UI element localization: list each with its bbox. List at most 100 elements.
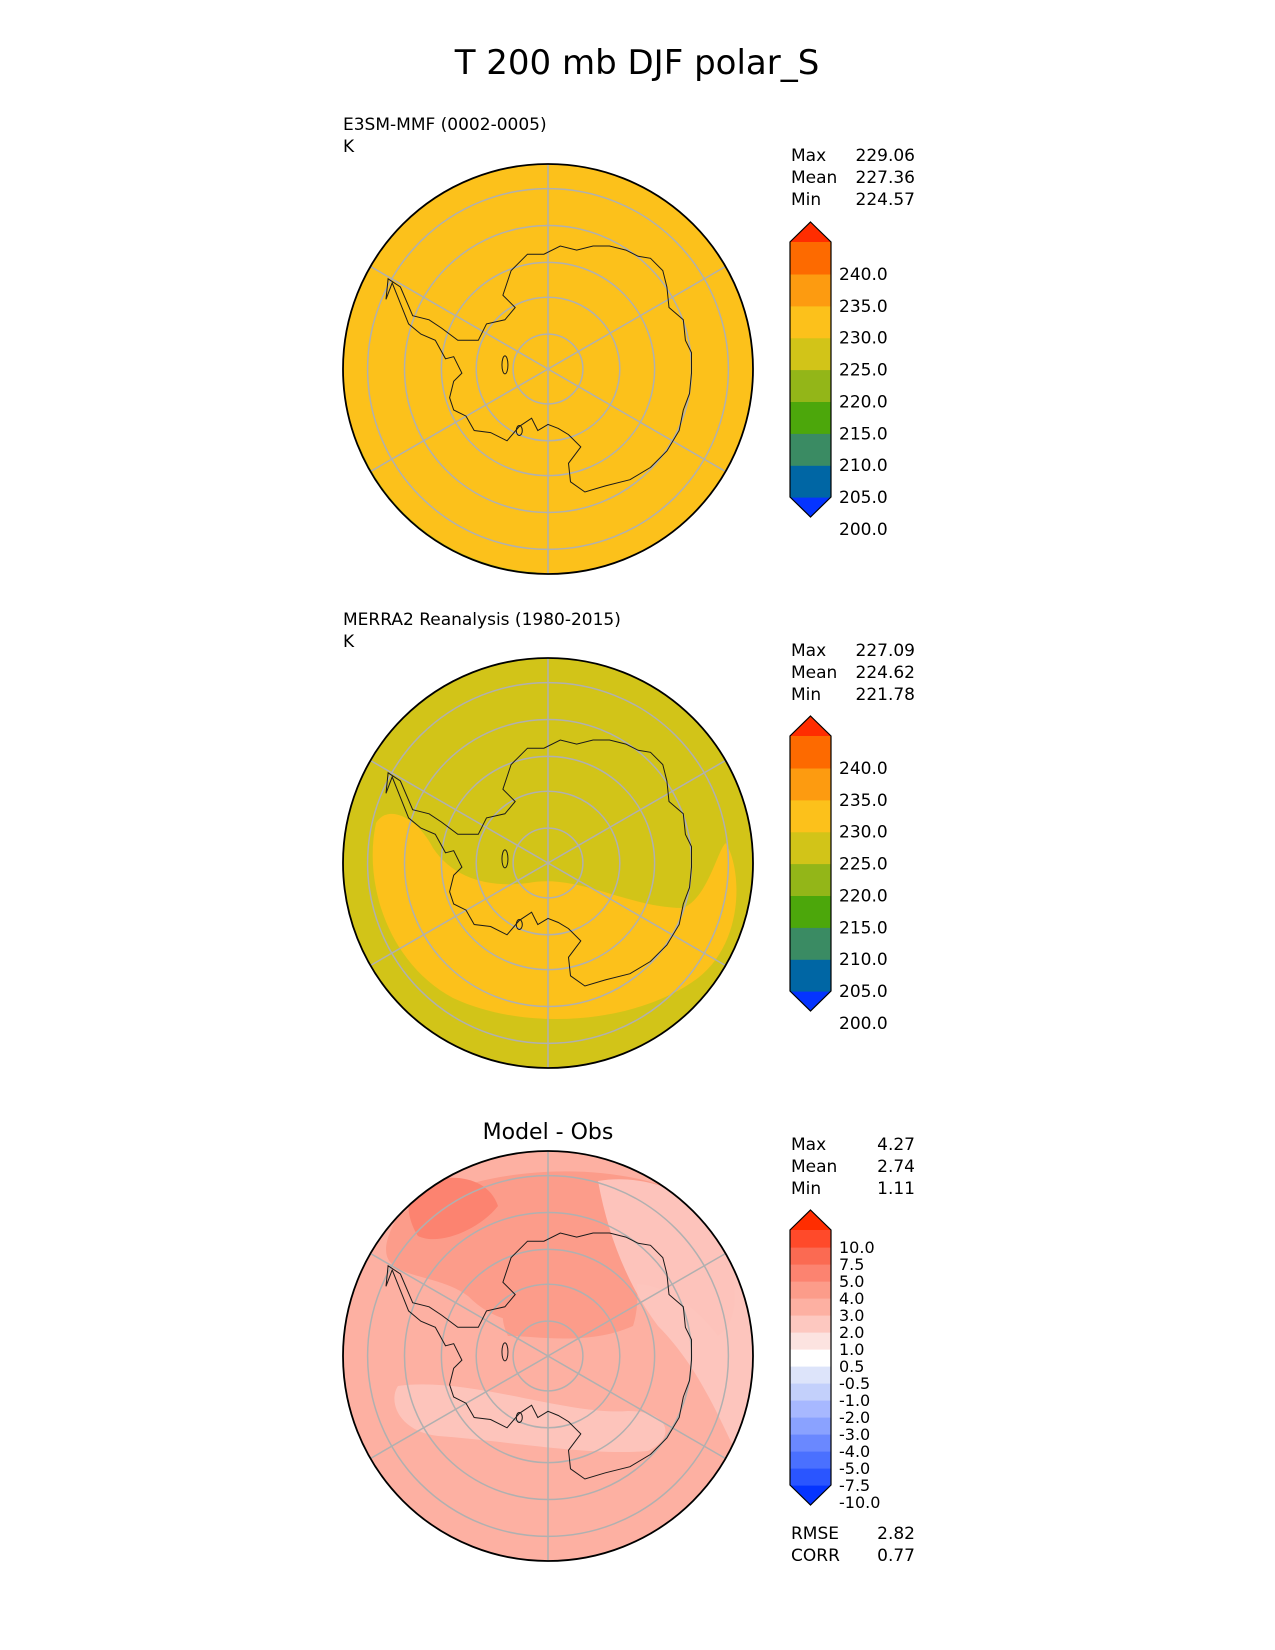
meridian-line (370, 759, 519, 847)
stats-obs: Max 227.09 Mean 224.62 Min 221.78 (791, 641, 915, 705)
colorbar-obs: 240.0 235.0 230.0 225.0 220.0 215.0 210.0 205.0… (789, 715, 888, 1034)
meridian-line (370, 265, 519, 353)
stat-value: 1.11 (877, 1179, 915, 1199)
colorbar-tick-label: -4.0 (839, 1442, 870, 1461)
metric-label: RMSE (791, 1524, 839, 1544)
colorbar-tick-label: 210.0 (839, 950, 888, 970)
colorbar-extend-high (790, 222, 831, 242)
colorbar-tick-label: 205.0 (839, 488, 888, 508)
panel-subtitle: E3SM-MMF (0002-0005) (343, 115, 547, 135)
field-region (408, 1177, 498, 1240)
stat-value: 224.62 (856, 663, 915, 683)
meridian-line (547, 844, 579, 864)
metric-value: 2.82 (877, 1524, 915, 1544)
antarctica-coastline (385, 1232, 692, 1480)
colorbar-segment (790, 1349, 831, 1367)
colorbar-tick-label: 230.0 (839, 329, 888, 349)
meridian-line (370, 385, 519, 473)
colorbar-tick-label: 200.0 (839, 520, 888, 540)
colorbar-tick-label: 200.0 (839, 1014, 888, 1034)
colorbar-segment (790, 927, 831, 960)
colorbar-tick-label: 220.0 (839, 886, 888, 906)
field-region (502, 1206, 638, 1339)
colorbar-tick-label: 10.0 (839, 1238, 875, 1257)
colorbar-tick-label: 235.0 (839, 297, 888, 317)
colorbar-segment (790, 1383, 831, 1401)
colorbar-extend-high (790, 716, 831, 736)
map-border (342, 1150, 754, 1562)
graticule (366, 164, 730, 574)
colorbar-extend-low (790, 991, 831, 1011)
colorbar-segment (790, 1417, 831, 1435)
antarctica-coastline (385, 245, 692, 493)
stat-label: Mean (791, 1157, 837, 1177)
colorbar-tick-label: 225.0 (839, 855, 888, 875)
meridian-line (517, 844, 549, 864)
meridian-line (577, 385, 726, 473)
map-diff (342, 1150, 754, 1562)
meridian-line (577, 879, 726, 967)
colorbar-segment (790, 1298, 831, 1316)
colorbar-segment (790, 1264, 831, 1282)
stat-value: 224.57 (856, 190, 915, 210)
colorbar-tick-label: 240.0 (839, 759, 888, 779)
colorbar-tick-label: -5.0 (839, 1459, 870, 1478)
colorbar-extend-high (790, 1210, 831, 1230)
coast-feature (515, 919, 523, 930)
colorbar-segment (790, 831, 831, 865)
field-region (598, 1179, 753, 1456)
colorbar-segment (790, 401, 831, 434)
colorbar-segment (790, 1230, 831, 1248)
colorbar-model: 240.0 235.0 230.0 225.0 220.0 215.0 210.0 205.0… (789, 221, 888, 540)
panel-subtitle: MERRA2 Reanalysis (1980-2015) (343, 610, 621, 630)
meridian-line (370, 1252, 519, 1340)
stat-value: 2.74 (877, 1157, 915, 1177)
stat-value: 4.27 (877, 1135, 915, 1155)
figure-title: T 200 mb DJF polar_S (454, 43, 820, 83)
colorbar-tick-label: 215.0 (839, 918, 888, 938)
meridian-line (577, 265, 726, 353)
colorbar-tick-label: -2.0 (839, 1408, 870, 1427)
colorbar-tick-label: 205.0 (839, 982, 888, 1002)
stat-value: 227.36 (856, 168, 915, 188)
panel-title: Model - Obs (483, 1120, 614, 1145)
colorbar-segment (790, 1366, 831, 1384)
map-model (342, 163, 754, 575)
colorbar-frame (789, 715, 832, 1012)
colorbar-tick-label: 225.0 (839, 361, 888, 381)
colorbar-extend-low (790, 497, 831, 517)
meridian-line (577, 759, 726, 847)
colorbar-tick-label: 215.0 (839, 424, 888, 444)
meridian-line (517, 1337, 549, 1357)
map-border (342, 163, 754, 575)
colorbar-tick-label: 2.0 (839, 1323, 864, 1342)
diff-metrics: RMSE 2.82 CORR 0.77 (791, 1524, 915, 1566)
colorbar-tick-label: 235.0 (839, 791, 888, 811)
meridian-line (547, 1355, 579, 1375)
coast-feature (515, 1412, 523, 1423)
colorbar-tick-label: -3.0 (839, 1425, 870, 1444)
colorbar-tick-label: -10.0 (839, 1493, 880, 1512)
colorbar-frame (789, 221, 832, 518)
meridian-line (517, 350, 549, 370)
stat-value: 221.78 (856, 685, 915, 705)
map-border (342, 657, 754, 1069)
stat-label: Max (791, 146, 826, 166)
colorbar-tick-label: 220.0 (839, 392, 888, 412)
meridian-line (547, 368, 579, 388)
colorbar-segment (790, 1451, 831, 1469)
map-obs (342, 657, 754, 1069)
stat-value: 229.06 (856, 146, 915, 166)
metric-label: CORR (791, 1546, 840, 1566)
stat-label: Mean (791, 663, 837, 683)
meridian-line (577, 1252, 726, 1340)
stat-label: Min (791, 1179, 821, 1199)
coast-feature (501, 355, 509, 375)
stat-label: Min (791, 190, 821, 210)
stats-diff: Max 4.27 Mean 2.74 Min 1.11 (791, 1135, 915, 1199)
meridian-line (517, 1355, 549, 1375)
meridian-line (517, 368, 549, 388)
colorbar-segment (790, 465, 831, 498)
meridian-line (517, 862, 549, 882)
